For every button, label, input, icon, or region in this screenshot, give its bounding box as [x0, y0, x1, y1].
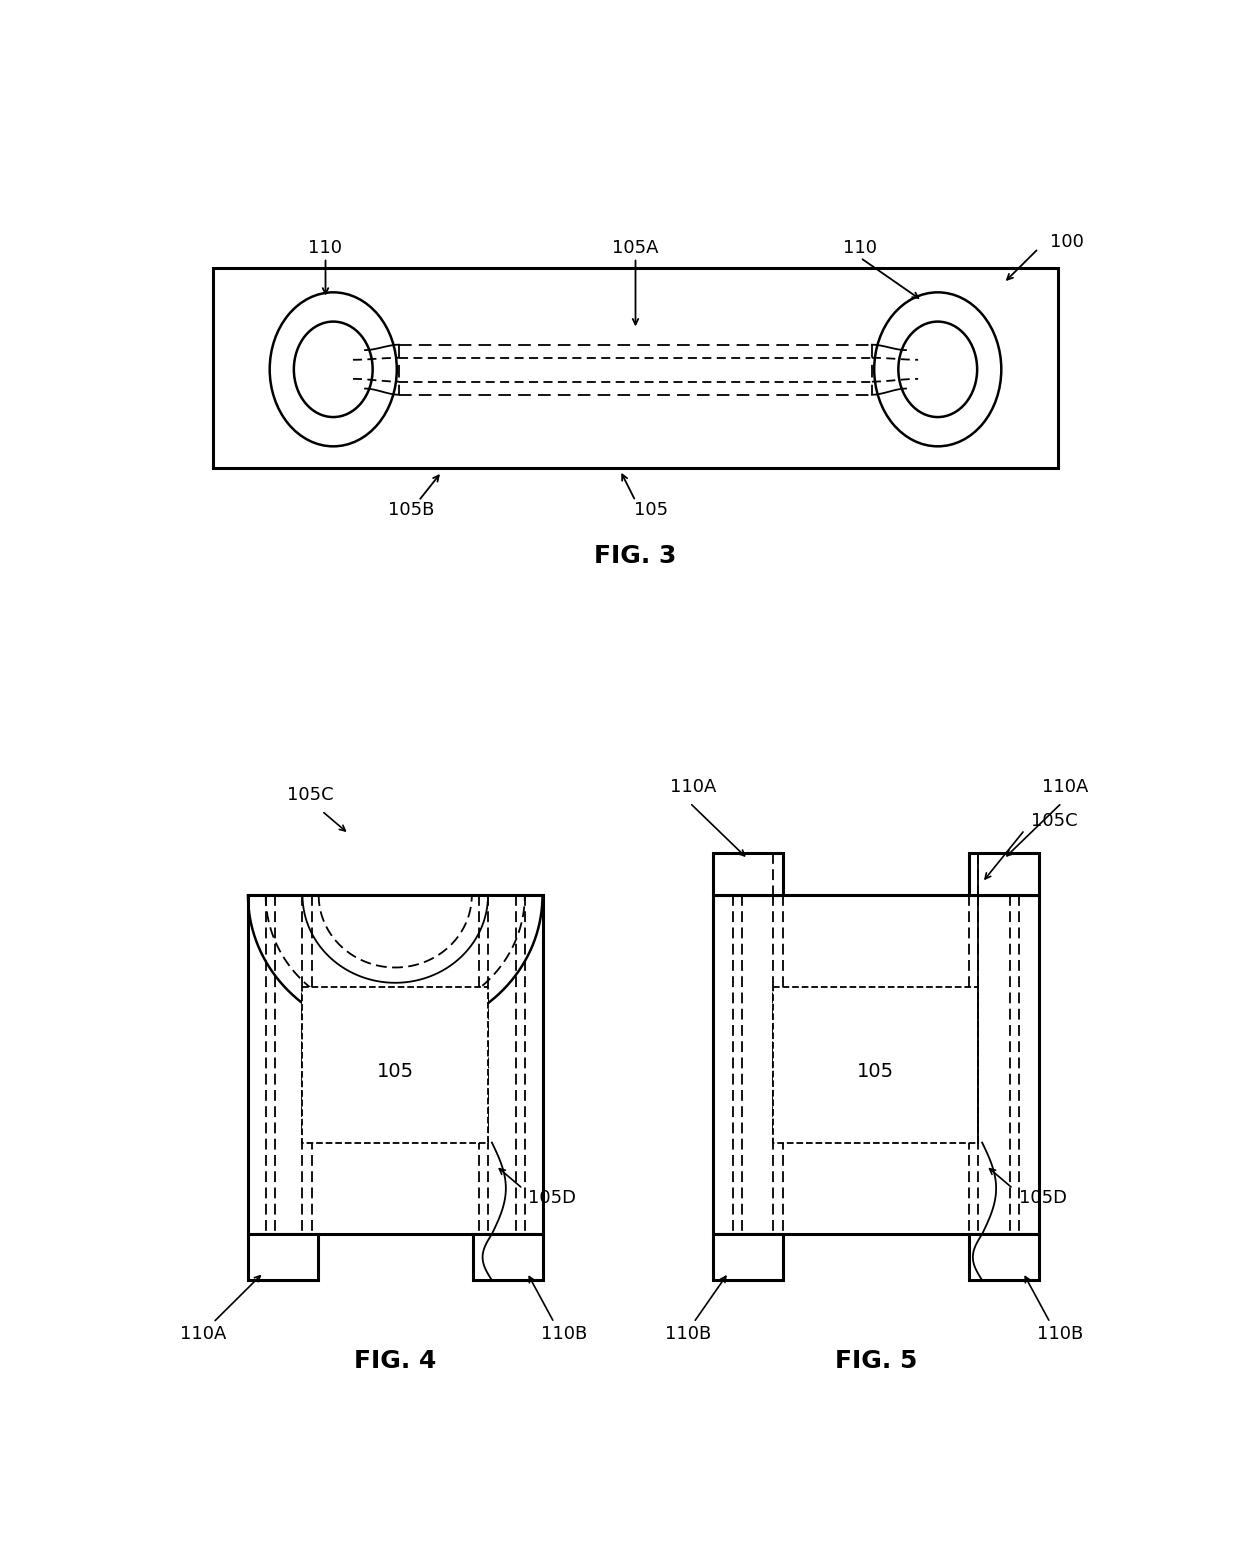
Text: FIG. 3: FIG. 3 — [594, 545, 677, 568]
Bar — [248, 1235, 317, 1280]
Text: 110: 110 — [843, 240, 877, 257]
Text: 105A: 105A — [613, 240, 658, 257]
Bar — [303, 987, 489, 1143]
Text: 105D: 105D — [1018, 1190, 1066, 1207]
Ellipse shape — [898, 322, 977, 417]
Ellipse shape — [294, 322, 373, 417]
Bar — [713, 1235, 782, 1280]
Bar — [713, 853, 782, 895]
Text: 105: 105 — [634, 501, 668, 518]
Bar — [968, 853, 1039, 895]
Text: 105: 105 — [377, 1062, 414, 1081]
Ellipse shape — [874, 293, 1002, 447]
Text: 105B: 105B — [388, 501, 434, 518]
Text: 110B: 110B — [1037, 1325, 1084, 1344]
Text: 105C: 105C — [1030, 811, 1078, 830]
Bar — [472, 1235, 543, 1280]
Text: 105C: 105C — [286, 786, 334, 805]
Text: 110A: 110A — [1043, 778, 1089, 797]
Text: 105: 105 — [857, 1062, 894, 1081]
Text: 110B: 110B — [541, 1325, 588, 1344]
Bar — [713, 895, 1039, 1235]
Text: 105D: 105D — [528, 1190, 577, 1207]
Ellipse shape — [270, 293, 397, 447]
Text: 110B: 110B — [665, 1325, 712, 1344]
Text: FIG. 4: FIG. 4 — [355, 1348, 436, 1373]
Text: 110A: 110A — [180, 1325, 226, 1344]
Text: 100: 100 — [1050, 234, 1084, 251]
Bar — [248, 895, 543, 1235]
Bar — [968, 1235, 1039, 1280]
Text: FIG. 5: FIG. 5 — [835, 1348, 916, 1373]
Bar — [213, 268, 1058, 469]
Text: 110A: 110A — [671, 778, 717, 797]
Text: 110: 110 — [309, 240, 342, 257]
Bar — [774, 987, 978, 1143]
